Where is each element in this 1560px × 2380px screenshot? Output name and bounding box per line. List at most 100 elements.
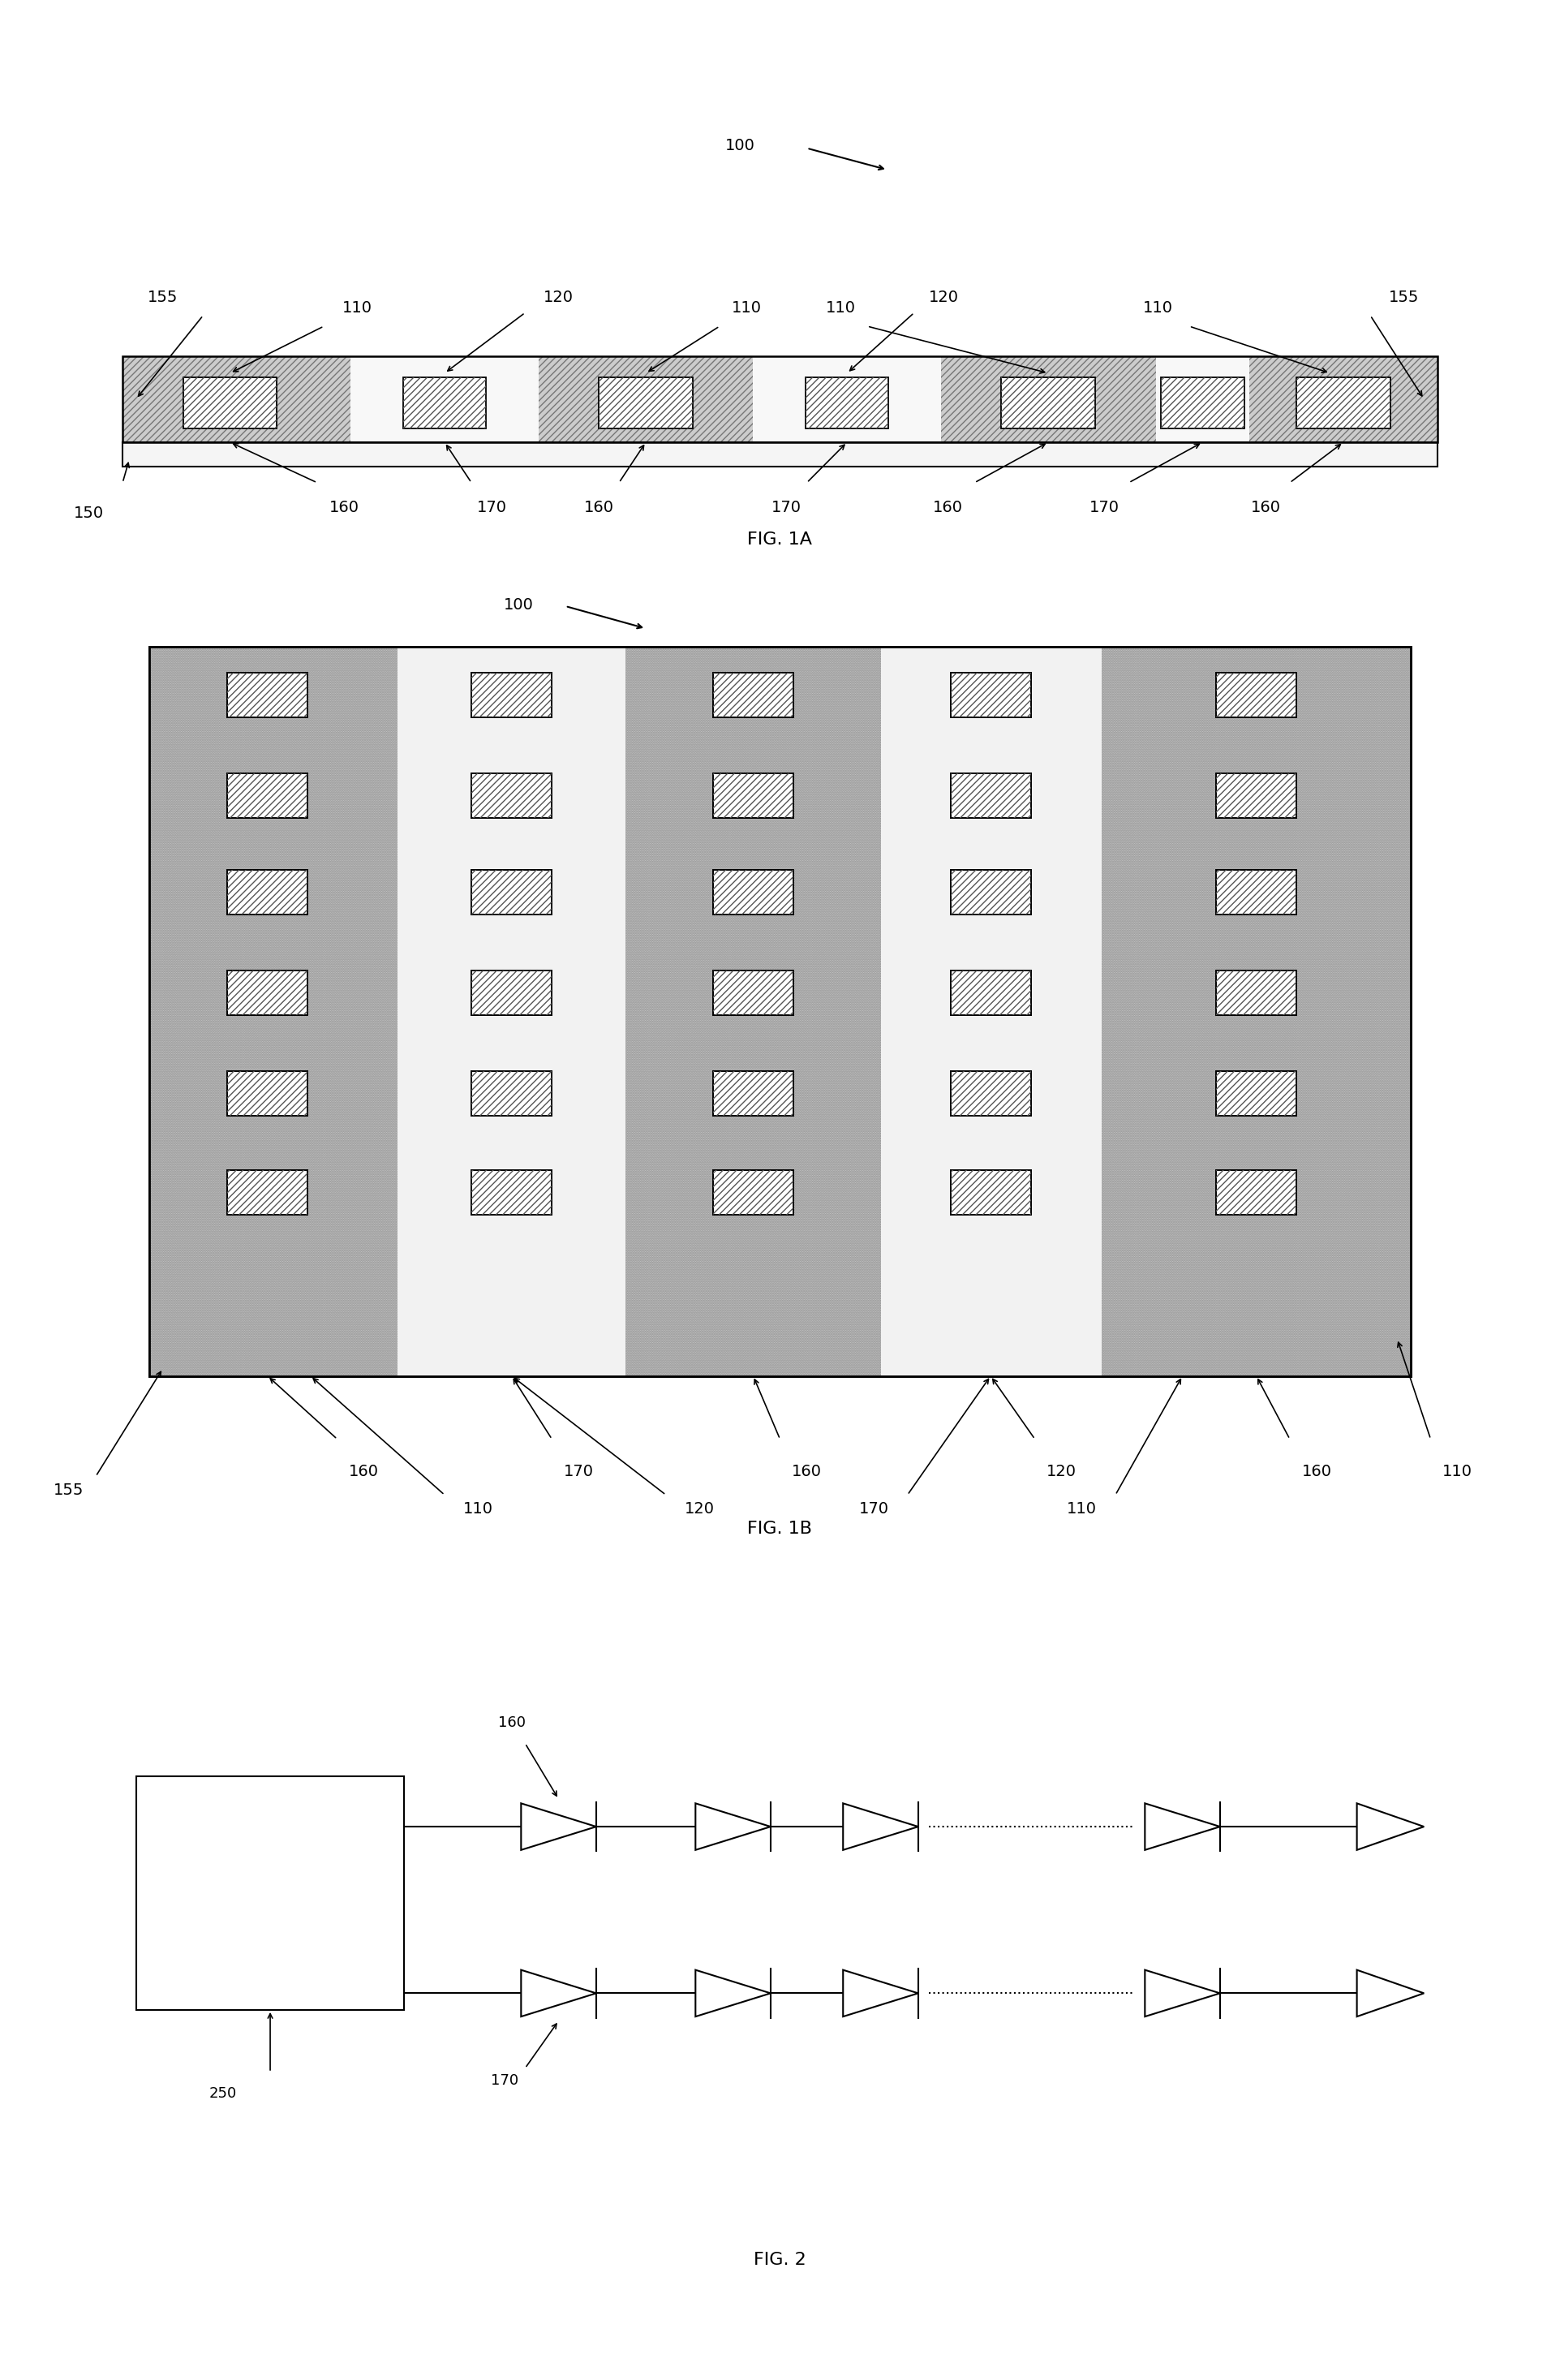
- Bar: [183, 378, 278, 428]
- Bar: [136, 1775, 404, 2009]
- Bar: [150, 647, 398, 1376]
- Text: Controller: Controller: [234, 1885, 306, 1902]
- Text: 110: 110: [1067, 1502, 1097, 1516]
- Polygon shape: [521, 1804, 596, 1849]
- Bar: [599, 378, 693, 428]
- Bar: [471, 871, 552, 914]
- Bar: [471, 1171, 552, 1214]
- Bar: [1250, 357, 1437, 443]
- Bar: [228, 1171, 307, 1214]
- Bar: [228, 971, 307, 1016]
- Bar: [1217, 971, 1296, 1016]
- Bar: [471, 674, 552, 719]
- Bar: [713, 871, 794, 914]
- Bar: [713, 971, 794, 1016]
- Polygon shape: [696, 1971, 771, 2016]
- Bar: [471, 1171, 552, 1214]
- Bar: [753, 357, 941, 443]
- Text: 100: 100: [725, 138, 755, 152]
- Bar: [941, 357, 1156, 443]
- Bar: [1217, 871, 1296, 914]
- Bar: [713, 674, 794, 719]
- Bar: [950, 871, 1031, 914]
- Bar: [1101, 647, 1410, 1376]
- Bar: [950, 674, 1031, 719]
- Bar: [150, 647, 398, 1376]
- Bar: [950, 1071, 1031, 1116]
- Text: 170: 170: [1089, 500, 1120, 516]
- Bar: [123, 443, 1437, 466]
- Text: 110: 110: [732, 300, 761, 317]
- Bar: [950, 1171, 1031, 1214]
- Polygon shape: [521, 1971, 596, 2016]
- Bar: [471, 1071, 552, 1116]
- Bar: [713, 774, 794, 819]
- Bar: [950, 971, 1031, 1016]
- Text: 170: 170: [476, 500, 507, 516]
- Text: 110: 110: [463, 1502, 493, 1516]
- Text: FIG. 1A: FIG. 1A: [747, 531, 813, 547]
- Bar: [183, 378, 278, 428]
- Polygon shape: [1357, 1971, 1424, 2016]
- Bar: [881, 647, 1101, 1376]
- Polygon shape: [696, 1804, 771, 1849]
- Bar: [950, 674, 1031, 719]
- Bar: [1002, 378, 1095, 428]
- Bar: [228, 1071, 307, 1116]
- Bar: [713, 1071, 794, 1116]
- Polygon shape: [842, 1804, 919, 1849]
- Bar: [351, 357, 538, 443]
- Text: 160: 160: [329, 500, 359, 516]
- Bar: [1217, 1171, 1296, 1214]
- Polygon shape: [1145, 1971, 1220, 2016]
- Text: 110: 110: [825, 300, 855, 317]
- Bar: [1217, 1071, 1296, 1116]
- Bar: [228, 674, 307, 719]
- Polygon shape: [1357, 1804, 1424, 1849]
- Text: 120: 120: [685, 1502, 714, 1516]
- Text: FIG. 2: FIG. 2: [753, 2251, 807, 2268]
- Bar: [123, 357, 351, 443]
- Bar: [471, 971, 552, 1016]
- Bar: [1217, 774, 1296, 819]
- Polygon shape: [842, 1971, 919, 2016]
- Text: 160: 160: [583, 500, 615, 516]
- Bar: [228, 774, 307, 819]
- Bar: [471, 674, 552, 719]
- Bar: [471, 871, 552, 914]
- Bar: [1156, 357, 1250, 443]
- Bar: [228, 871, 307, 914]
- Bar: [398, 647, 626, 1376]
- Text: 155: 155: [1388, 290, 1420, 305]
- Bar: [538, 357, 753, 443]
- Text: 120: 120: [928, 290, 959, 305]
- Bar: [805, 378, 889, 428]
- Text: 150: 150: [73, 505, 105, 521]
- Bar: [123, 357, 351, 443]
- Bar: [941, 357, 1156, 443]
- Polygon shape: [1145, 1804, 1220, 1849]
- Bar: [599, 378, 693, 428]
- Bar: [1217, 1171, 1296, 1214]
- Text: 110: 110: [1143, 300, 1173, 317]
- Text: 160: 160: [1251, 500, 1281, 516]
- Bar: [950, 1071, 1031, 1116]
- Bar: [1217, 674, 1296, 719]
- Bar: [713, 871, 794, 914]
- Bar: [471, 774, 552, 819]
- Text: 160: 160: [1301, 1464, 1332, 1480]
- Bar: [538, 357, 753, 443]
- Bar: [1101, 647, 1410, 1376]
- Text: 155: 155: [53, 1483, 84, 1497]
- Bar: [123, 357, 1437, 443]
- Bar: [228, 1171, 307, 1214]
- Bar: [950, 1171, 1031, 1214]
- Text: 160: 160: [349, 1464, 379, 1480]
- Text: 170: 170: [772, 500, 802, 516]
- Text: FIG. 1B: FIG. 1B: [747, 1521, 813, 1537]
- Text: 120: 120: [543, 290, 574, 305]
- Bar: [228, 674, 307, 719]
- Bar: [805, 378, 889, 428]
- Bar: [1002, 378, 1095, 428]
- Bar: [1250, 357, 1437, 443]
